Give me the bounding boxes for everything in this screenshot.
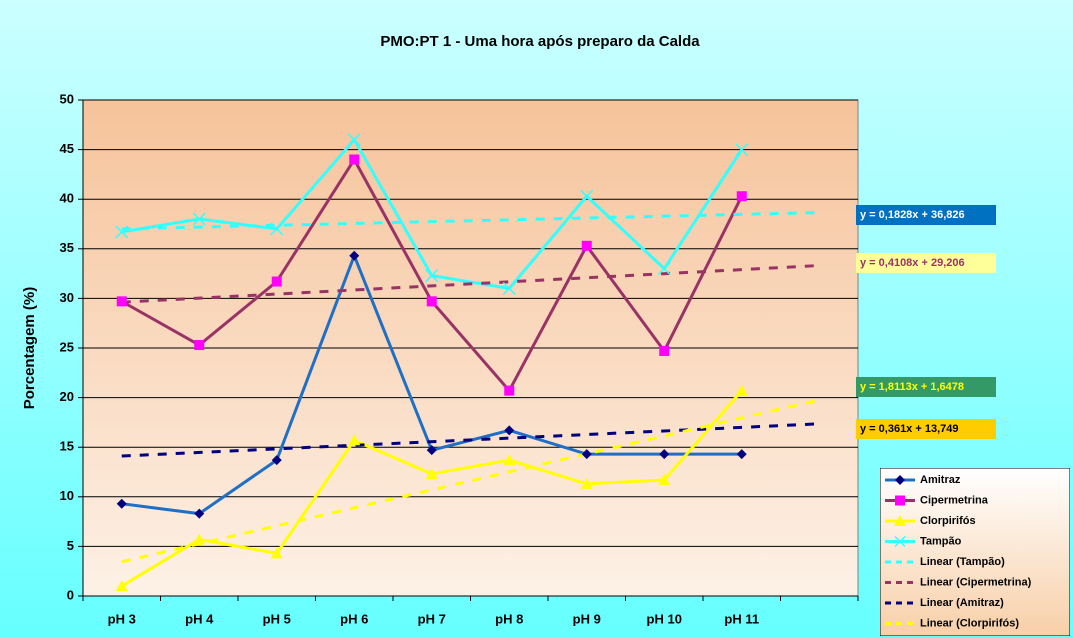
x-tick-label: pH 9 [573, 611, 601, 626]
trendline [121, 211, 820, 231]
marker [426, 445, 437, 456]
x-tick-label: pH 3 [108, 611, 136, 626]
marker [735, 384, 748, 396]
marker [736, 449, 747, 460]
x-tick-label: pH 11 [724, 611, 759, 626]
legend-label: Clorpirifós [920, 515, 976, 527]
marker [115, 580, 128, 592]
marker [116, 498, 127, 509]
legend: Amitraz Cipermetrina Clorpirifós Tampão Line… [880, 468, 1070, 636]
y-tick-label: 5 [67, 538, 74, 553]
legend-marker [894, 535, 906, 548]
legend-label: Linear (Cipermetrina) [920, 576, 1032, 588]
y-tick-label: 25 [60, 339, 74, 354]
marker [194, 340, 205, 351]
legend-label: Tampão [920, 535, 962, 547]
y-tick-label: 20 [60, 389, 74, 404]
y-tick-label: 35 [60, 240, 74, 255]
marker [192, 212, 206, 226]
marker [348, 434, 361, 446]
y-tick-label: 15 [60, 439, 74, 454]
equation-label: y = 1,8113x + 1,6478 [860, 381, 964, 393]
marker [658, 473, 671, 485]
marker [194, 508, 205, 519]
y-tick-label: 50 [60, 91, 74, 106]
marker [736, 191, 747, 202]
marker [657, 262, 671, 276]
legend-label: Linear (Clorpirifós) [920, 617, 1019, 629]
legend-label: Linear (Tampão) [920, 556, 1005, 568]
trendline [121, 264, 820, 304]
legend-marker [895, 495, 905, 506]
trendline [121, 422, 820, 458]
marker [735, 143, 749, 157]
marker [193, 533, 206, 545]
marker [581, 240, 592, 251]
marker [659, 345, 670, 356]
marker [503, 454, 516, 466]
marker [659, 449, 670, 460]
equation-label: y = 0,361x + 13,749 [860, 423, 958, 435]
equation-box [856, 419, 996, 439]
marker [504, 425, 515, 436]
marker [116, 296, 127, 307]
legend-marker [894, 515, 906, 526]
x-tick-label: pH 6 [340, 611, 368, 626]
marker [349, 250, 360, 261]
x-tick-label: pH 7 [418, 611, 446, 626]
marker [349, 154, 360, 165]
legend-label: Linear (Amitraz) [920, 597, 1004, 609]
legend-label: Cipermetrina [920, 494, 989, 506]
x-tick-label: pH 4 [185, 611, 214, 626]
equation-box [856, 253, 996, 273]
marker [271, 276, 282, 287]
equation-box [856, 205, 996, 225]
marker [580, 477, 593, 489]
marker [426, 296, 437, 307]
y-tick-label: 40 [60, 191, 74, 206]
marker [580, 189, 594, 203]
legend-label: Amitraz [920, 474, 961, 486]
equation-box [856, 377, 996, 397]
marker [115, 225, 129, 239]
marker [504, 385, 515, 396]
y-tick-label: 45 [60, 141, 74, 156]
marker [425, 467, 438, 479]
y-tick-label: 10 [60, 488, 74, 503]
marker [271, 455, 282, 466]
y-axis-label: Porcentagem (%) [21, 287, 38, 410]
marker [425, 269, 439, 283]
marker [502, 281, 516, 296]
marker [581, 449, 592, 460]
x-tick-label: pH 5 [263, 611, 291, 626]
legend-box [880, 468, 1070, 636]
y-tick-label: 30 [60, 290, 74, 305]
equation-label: y = 0,4108x + 29,206 [860, 257, 965, 269]
legend-marker [895, 475, 905, 485]
marker [270, 547, 283, 559]
x-tick-label: pH 8 [495, 611, 523, 626]
x-tick-label: pH 10 [647, 611, 682, 626]
marker [347, 133, 361, 147]
y-tick-label: 0 [67, 587, 74, 602]
trendline [121, 398, 820, 564]
equation-label: y = 0,1828x + 36,826 [860, 209, 965, 221]
chart-title: PMO:PT 1 - Uma hora após preparo da Cald… [380, 33, 700, 50]
marker [270, 222, 284, 236]
